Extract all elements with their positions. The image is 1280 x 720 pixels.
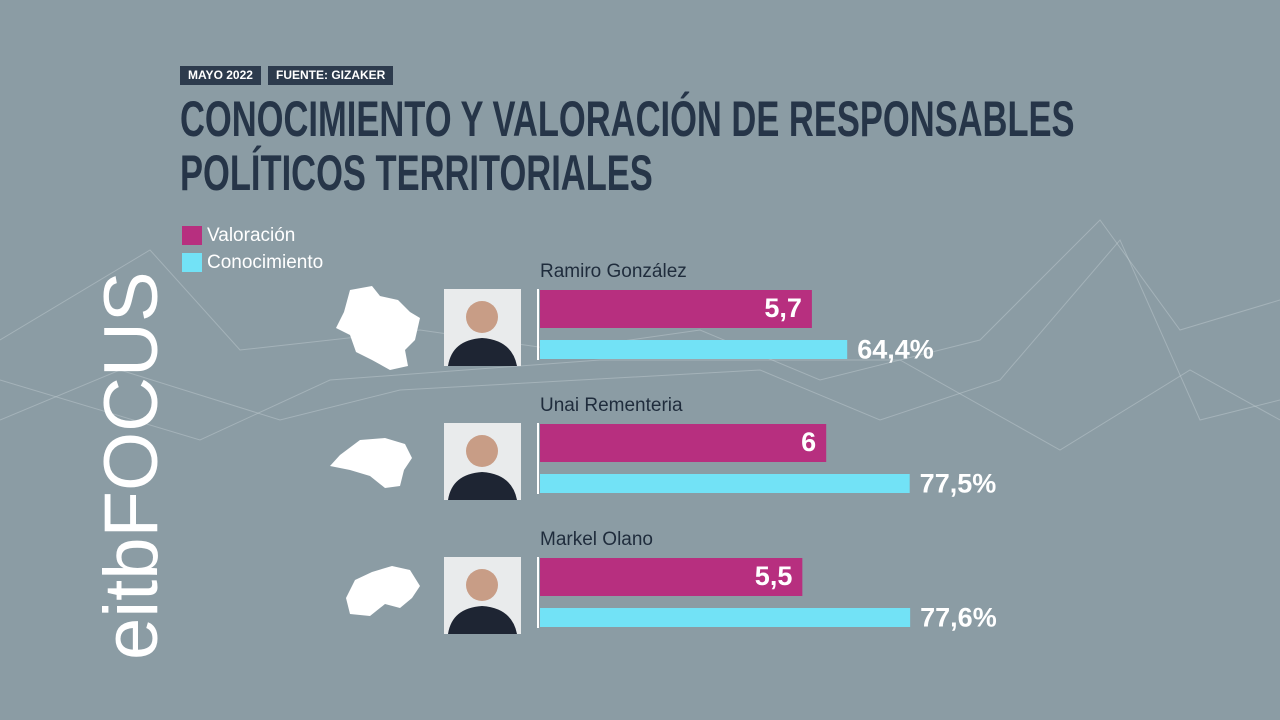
region-map: [336, 286, 420, 370]
background-lines: [0, 219, 1280, 451]
value-label: 6: [801, 427, 816, 457]
legend-label: Valoración: [207, 225, 295, 246]
value-label: 64,4%: [857, 335, 934, 365]
value-label: 77,6%: [920, 603, 997, 633]
region-map: [330, 438, 412, 488]
logo: eitbFOCUS: [89, 271, 174, 660]
source: FUENTE: GIZAKER: [268, 66, 394, 85]
deco-line: [0, 239, 1280, 421]
date: MAYO 2022: [180, 66, 261, 85]
photo-head: [466, 569, 498, 601]
value-label: 77,5%: [920, 469, 997, 499]
bar: [540, 558, 803, 596]
photo-body: [448, 338, 517, 366]
photo-head: [466, 301, 498, 333]
legend-swatch: [182, 226, 202, 245]
legend-swatch: [182, 253, 202, 272]
bar: [540, 340, 848, 359]
photo-body: [448, 472, 517, 500]
region-map: [346, 566, 420, 616]
value-label: 5,5: [755, 561, 793, 591]
bar: [540, 608, 911, 627]
category-label: Unai Rementeria: [540, 395, 683, 416]
category-label: Markel Olano: [540, 529, 653, 550]
bar: [540, 290, 812, 328]
deco-line: [0, 219, 1280, 381]
photo-head: [466, 435, 498, 467]
deco-line: [0, 359, 1280, 451]
category-label: Ramiro González: [540, 261, 687, 282]
photo-body: [448, 606, 517, 634]
legend-label: Conocimiento: [207, 252, 323, 273]
chart-title: CONOCIMIENTO Y VALORACIÓN DE RESPONSABLE…: [180, 91, 1075, 201]
bar: [540, 424, 827, 462]
value-label: 5,7: [764, 293, 802, 323]
bar: [540, 474, 910, 493]
